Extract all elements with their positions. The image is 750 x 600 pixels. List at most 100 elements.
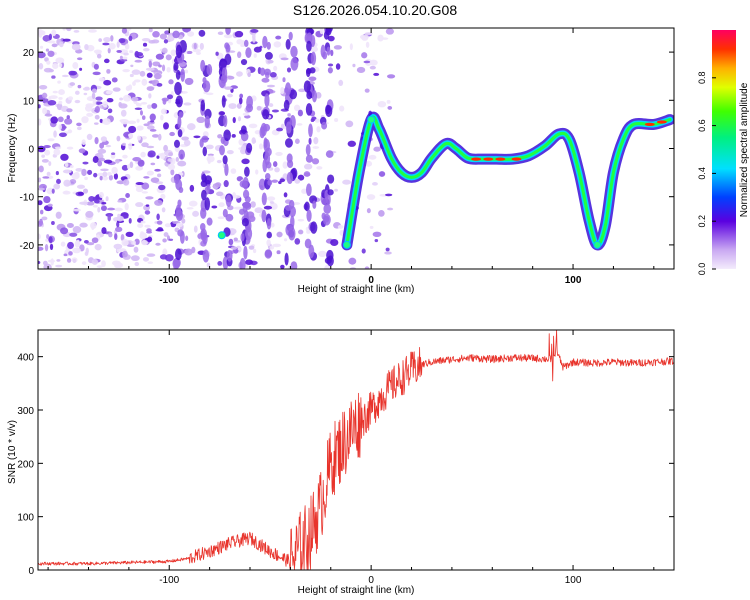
noise-speckle [75, 100, 81, 103]
noise-streak [311, 52, 316, 66]
noise-speckle [150, 114, 156, 121]
noise-speckle [287, 67, 291, 72]
noise-speckle [46, 234, 49, 239]
noise-speckle [367, 208, 371, 213]
colorbar-tick-label: 0.8 [697, 72, 707, 85]
noise-speckle [73, 209, 81, 212]
noise-speckle [154, 73, 161, 79]
noise-speckle [114, 233, 117, 240]
noise-speckle [190, 185, 195, 192]
noise-speckle [119, 119, 128, 123]
noise-speckle [304, 164, 312, 170]
noise-speckle [90, 222, 96, 229]
noise-speckle [85, 211, 93, 218]
noise-speckle [243, 113, 249, 116]
noise-speckle [36, 247, 44, 251]
noise-speckle [50, 244, 53, 250]
noise-speckle [121, 110, 127, 117]
noise-speckle [63, 39, 71, 42]
noise-speckle [373, 147, 380, 152]
noise-speckle [385, 194, 392, 197]
noise-speckle [278, 181, 282, 184]
noise-streak [246, 143, 252, 153]
noise-speckle [235, 31, 244, 37]
noise-speckle [277, 250, 281, 254]
noise-speckle [92, 259, 98, 265]
noise-speckle [48, 100, 57, 105]
noise-streak [240, 180, 248, 187]
noise-speckle [123, 179, 129, 185]
noise-speckle [157, 174, 161, 178]
noise-streak [227, 250, 233, 262]
noise-streak [205, 116, 210, 129]
noise-speckle [387, 106, 392, 110]
noise-speckle [229, 239, 234, 246]
noise-speckle [76, 123, 82, 127]
noise-speckle [115, 227, 122, 232]
noise-streak [244, 167, 250, 177]
noise-speckle [79, 148, 86, 153]
noise-speckle [147, 253, 156, 256]
noise-speckle [151, 177, 160, 183]
noise-speckle [37, 233, 41, 239]
noise-streak [178, 129, 183, 137]
noise-speckle [254, 47, 262, 53]
noise-speckle [102, 43, 109, 46]
noise-streak [290, 46, 297, 58]
noise-speckle [140, 71, 146, 77]
noise-streak [267, 218, 271, 229]
noise-speckle [97, 54, 101, 59]
noise-speckle [364, 61, 371, 64]
noise-streak [245, 47, 251, 58]
noise-speckle [272, 109, 279, 112]
noise-speckle [232, 195, 241, 199]
noise-speckle [100, 169, 109, 172]
noise-speckle [185, 78, 194, 85]
noise-speckle [83, 188, 88, 193]
noise-speckle [129, 50, 133, 53]
noise-speckle [191, 247, 195, 254]
noise-speckle [106, 145, 111, 147]
noise-streak [285, 205, 292, 211]
noise-speckle [92, 89, 97, 94]
noise-speckle [250, 29, 258, 33]
noise-speckle [66, 108, 72, 112]
noise-speckle [377, 35, 383, 42]
noise-streak [176, 45, 182, 59]
noise-streak [327, 174, 334, 183]
noise-speckle [141, 240, 148, 245]
noise-streak [174, 82, 182, 95]
noise-speckle [62, 126, 67, 129]
noise-streak [203, 80, 210, 92]
noise-speckle [267, 85, 275, 88]
noise-speckle [78, 192, 84, 196]
noise-speckle [236, 71, 243, 77]
noise-speckle [250, 201, 256, 207]
noise-speckle [68, 96, 73, 100]
noise-speckle [313, 146, 320, 149]
noise-speckle [165, 254, 174, 261]
noise-speckle [56, 171, 59, 175]
noise-speckle [239, 97, 243, 104]
noise-streak [241, 125, 247, 134]
noise-speckle [121, 239, 128, 246]
noise-speckle [129, 36, 133, 42]
noise-speckle [119, 103, 128, 108]
noise-streak [177, 116, 181, 129]
noise-streak [200, 100, 205, 111]
noise-streak [306, 103, 312, 116]
noise-speckle [386, 248, 390, 252]
noise-speckle [52, 63, 58, 69]
noise-streak [265, 173, 271, 180]
noise-streak [287, 153, 293, 163]
ridge-hotspot [657, 120, 667, 123]
noise-streak [306, 210, 311, 222]
noise-speckle [252, 137, 256, 144]
noise-speckle [150, 163, 155, 166]
noise-streak [290, 261, 297, 271]
noise-speckle [92, 237, 99, 243]
noise-speckle [192, 211, 199, 217]
noise-speckle [369, 60, 378, 66]
noise-streak [284, 100, 290, 111]
noise-streak [225, 44, 230, 52]
